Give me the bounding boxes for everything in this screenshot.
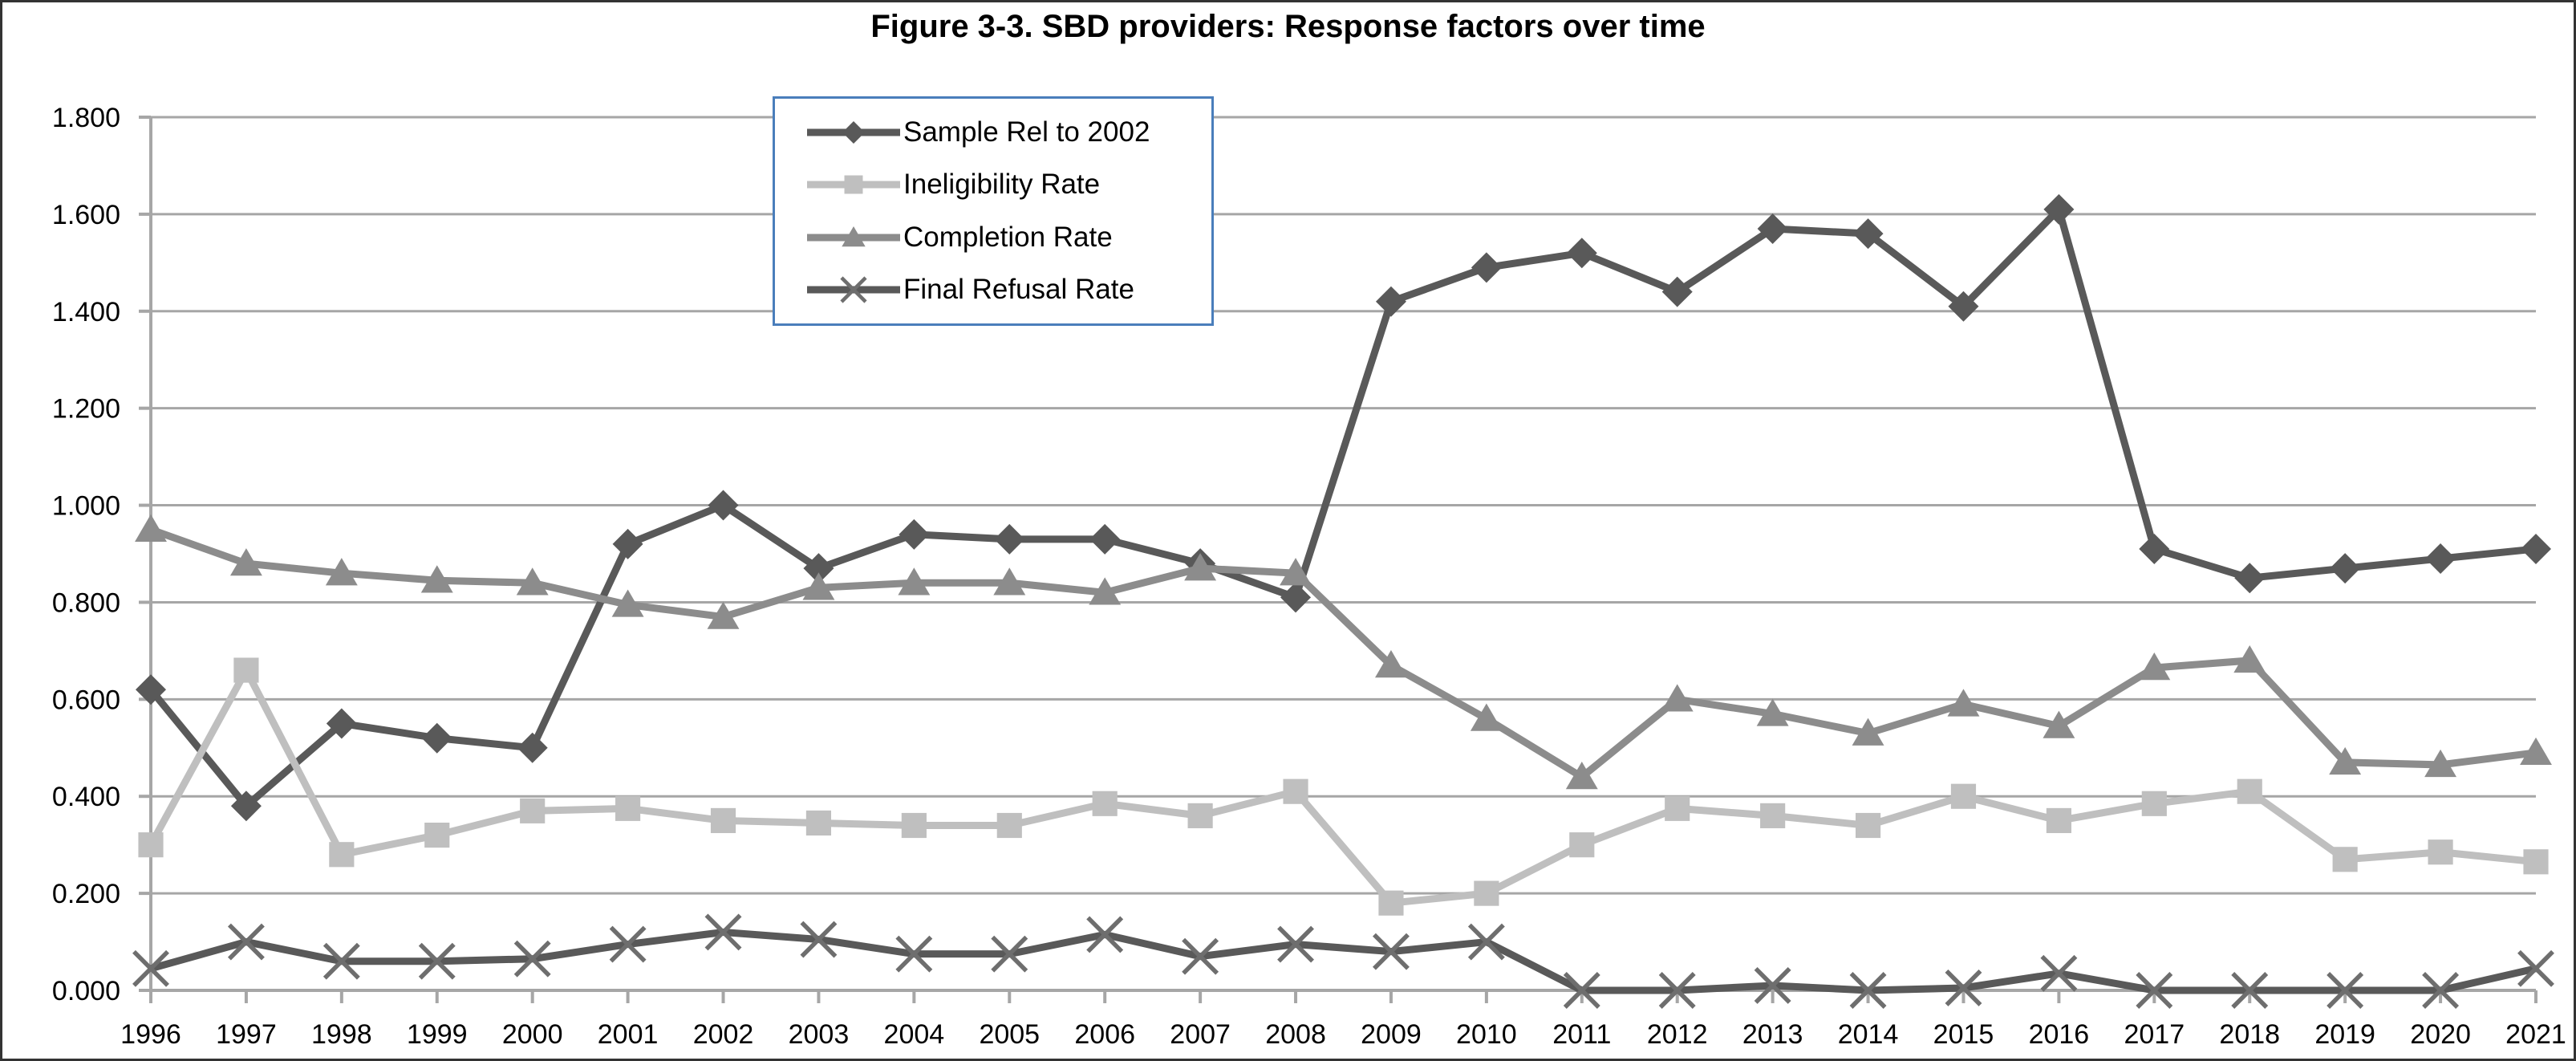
x-marker-icon [807, 276, 900, 303]
x-tick-label: 1998 [311, 1019, 372, 1050]
x-tick-label: 2008 [1265, 1019, 1326, 1050]
x-tick-label: 2020 [2410, 1019, 2471, 1050]
x-tick-label: 1997 [216, 1019, 277, 1050]
legend-item-sample-rel-to-2002: Sample Rel to 2002 [805, 114, 1211, 151]
axes [139, 116, 2537, 1003]
y-axis-labels: 0.000 0.200 0.400 0.600 0.800 1.000 1.200 1.400… [52, 103, 120, 1006]
y-tick-label: 0.400 [52, 782, 120, 812]
x-tick-label: 1999 [407, 1019, 468, 1050]
series-line [149, 928, 2537, 994]
y-tick-label: 1.200 [52, 394, 120, 425]
x-tick-label: 2018 [2219, 1019, 2280, 1050]
x-tick-label: 2012 [1647, 1019, 1708, 1050]
legend-label: Ineligibility Rate [903, 169, 1101, 201]
series-line [148, 662, 2537, 907]
legend-item-final-refusal-rate: Final Refusal Rate [805, 271, 1211, 308]
x-tick-label: 2005 [979, 1019, 1040, 1050]
x-tick-label: 2007 [1170, 1019, 1231, 1050]
x-axis-labels: 1996 1997 1998 1999 2000 2001 2002 2003 2004 2005… [120, 1019, 2566, 1050]
x-tick-label: 2010 [1456, 1019, 1517, 1050]
x-tick-label: 2011 [1552, 1019, 1611, 1050]
series-line [149, 526, 2537, 782]
chart-title: Figure 3-3. SBD providers: Response fact… [870, 9, 1706, 44]
series-final-refusal-rate [132, 913, 2554, 1009]
triangle-marker-icon [807, 226, 900, 246]
x-tick-label: 2001 [598, 1019, 659, 1050]
series-sample-rel-to-2002 [136, 193, 2551, 822]
x-tick-label: 2004 [884, 1019, 945, 1050]
x-tick-label: 2006 [1074, 1019, 1135, 1050]
y-tick-label: 0.600 [52, 685, 120, 715]
y-tick-label: 0.200 [52, 879, 120, 909]
x-tick-label: 1996 [120, 1019, 181, 1050]
x-tick-label: 2016 [2029, 1019, 2090, 1050]
square-marker-icon [807, 175, 900, 194]
series-completion-rate [135, 514, 2552, 790]
x-tick-label: 2015 [1933, 1019, 1994, 1050]
y-tick-label: 1.800 [52, 103, 120, 133]
legend-label: Final Refusal Rate [903, 273, 1134, 305]
legend: Sample Rel to 2002 Ineligibility Rate Comp… [773, 96, 1214, 326]
x-tick-label: 2009 [1361, 1019, 1422, 1050]
y-tick-label: 0.800 [52, 587, 120, 618]
x-tick-label: 2000 [502, 1019, 563, 1050]
legend-item-completion-rate: Completion Rate [805, 219, 1211, 256]
x-tick-label: 2013 [1742, 1019, 1803, 1050]
y-gridlines [151, 116, 2536, 992]
legend-item-ineligibility-rate: Ineligibility Rate [805, 166, 1211, 203]
x-tick-label: 2021 [2505, 1019, 2566, 1050]
series-ineligibility-rate [138, 657, 2549, 916]
x-tick-label: 2014 [1838, 1019, 1899, 1050]
x-tick-label: 2002 [693, 1019, 754, 1050]
y-tick-label: 1.400 [52, 297, 120, 327]
legend-label: Sample Rel to 2002 [903, 116, 1150, 148]
x-tick-label: 2017 [2124, 1019, 2185, 1050]
y-tick-label: 1.000 [52, 491, 120, 522]
diamond-marker-icon [807, 121, 900, 144]
x-tick-label: 2019 [2314, 1019, 2375, 1050]
x-tick-label: 2003 [789, 1019, 850, 1050]
y-tick-label: 1.600 [52, 200, 120, 230]
y-tick-label: 0.000 [52, 976, 120, 1006]
legend-label: Completion Rate [903, 221, 1113, 253]
series-line [148, 202, 2537, 811]
